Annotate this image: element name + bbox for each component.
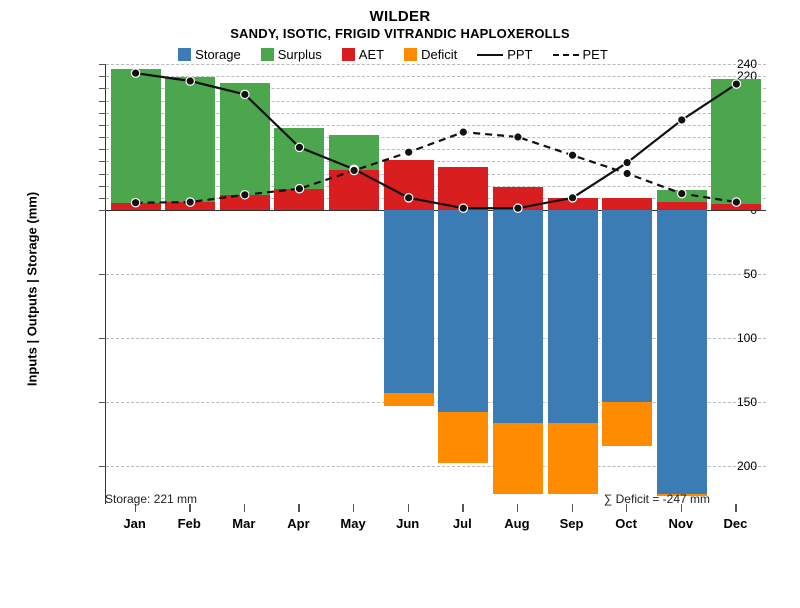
chart-title: WILDER: [0, 8, 800, 25]
pet-point-mar[interactable]: [241, 191, 249, 199]
ppt-line-icon: [477, 54, 503, 56]
ppt-point-apr[interactable]: [295, 143, 303, 151]
tick-mark-top-80: [99, 161, 106, 162]
ppt-point-sep[interactable]: [568, 194, 576, 202]
plot-inner: 2402202001801601401201008060402005010015…: [105, 64, 765, 504]
ppt-point-feb[interactable]: [186, 77, 194, 85]
month-label-feb[interactable]: Feb: [178, 516, 201, 531]
legend-label-storage: Storage: [195, 47, 241, 62]
ppt-point-jan[interactable]: [131, 69, 139, 77]
ppt-point-dec[interactable]: [732, 80, 740, 88]
tick-mark-top-120: [99, 137, 106, 138]
month-tick-sep: [572, 504, 573, 512]
tick-mark-bottom-50: [99, 274, 106, 275]
tick-mark-top-220: [99, 76, 106, 77]
legend-item-aet: AET: [342, 47, 384, 62]
month-label-jan[interactable]: Jan: [123, 516, 145, 531]
tick-mark-top-60: [99, 174, 106, 175]
aet-swatch-icon: [342, 48, 355, 61]
month-label-jun[interactable]: Jun: [396, 516, 419, 531]
pet-point-feb[interactable]: [186, 198, 194, 206]
tick-mark-top-20: [99, 198, 106, 199]
month-label-sep[interactable]: Sep: [560, 516, 584, 531]
legend: Storage Surplus AET Deficit PPT PET: [0, 47, 800, 62]
tick-mark-top-40: [99, 186, 106, 187]
ppt-point-jul[interactable]: [459, 204, 467, 212]
tick-mark-top-160: [99, 113, 106, 114]
pet-point-nov[interactable]: [678, 189, 686, 197]
month-label-mar[interactable]: Mar: [232, 516, 255, 531]
pet-line[interactable]: [136, 132, 737, 203]
pet-point-jun[interactable]: [404, 148, 412, 156]
pet-point-apr[interactable]: [295, 185, 303, 193]
legend-item-pet: PET: [553, 47, 608, 62]
legend-label-ppt: PPT: [507, 47, 532, 62]
deficit-annotation: ∑ Deficit = -247 mm: [604, 492, 710, 506]
legend-item-deficit: Deficit: [404, 47, 457, 62]
ppt-point-oct[interactable]: [623, 158, 631, 166]
surplus-swatch-icon: [261, 48, 274, 61]
month-label-may[interactable]: May: [340, 516, 365, 531]
month-tick-may: [353, 504, 354, 512]
month-label-jul[interactable]: Jul: [453, 516, 472, 531]
tick-mark-top-0: [99, 210, 106, 211]
pet-point-jul[interactable]: [459, 128, 467, 136]
pet-point-dec[interactable]: [732, 198, 740, 206]
pet-point-may[interactable]: [350, 166, 358, 174]
storage-swatch-icon: [178, 48, 191, 61]
pet-point-oct[interactable]: [623, 169, 631, 177]
month-label-dec[interactable]: Dec: [723, 516, 747, 531]
ppt-point-jun[interactable]: [404, 194, 412, 202]
pet-point-sep[interactable]: [568, 151, 576, 159]
storage-annotation: Storage: 221 mm: [105, 492, 197, 506]
month-tick-jun: [408, 504, 409, 512]
y-axis-label: Inputs | Outputs | Storage (mm): [25, 192, 40, 386]
tick-mark-bottom-100: [99, 338, 106, 339]
pet-line-icon: [553, 54, 579, 56]
month-label-apr[interactable]: Apr: [287, 516, 309, 531]
chart-subtitle: SANDY, ISOTIC, FRIGID VITRANDIC HAPLOXER…: [0, 26, 800, 41]
tick-mark-bottom-200: [99, 466, 106, 467]
ppt-point-mar[interactable]: [241, 90, 249, 98]
tick-mark-bottom-150: [99, 402, 106, 403]
month-label-nov[interactable]: Nov: [668, 516, 693, 531]
legend-item-surplus: Surplus: [261, 47, 322, 62]
legend-item-ppt: PPT: [477, 47, 532, 62]
ppt-pet-lines-svg: [106, 64, 766, 504]
month-tick-mar: [244, 504, 245, 512]
month-tick-apr: [298, 504, 299, 512]
ppt-point-nov[interactable]: [678, 116, 686, 124]
month-axis: Jan Feb Mar Apr May Jun Jul Aug Sep Oct Nov Dec: [105, 504, 765, 544]
legend-label-pet: PET: [583, 47, 608, 62]
tick-mark-top-240: [99, 64, 106, 65]
ppt-point-aug[interactable]: [514, 204, 522, 212]
plot-area: Inputs | Outputs | Storage (mm) 24022020…: [30, 64, 770, 514]
month-tick-aug: [517, 504, 518, 512]
deficit-swatch-icon: [404, 48, 417, 61]
tick-mark-top-140: [99, 125, 106, 126]
pet-point-aug[interactable]: [514, 133, 522, 141]
tick-mark-top-180: [99, 101, 106, 102]
month-tick-jul: [462, 504, 463, 512]
month-label-aug[interactable]: Aug: [504, 516, 529, 531]
tick-mark-top-100: [99, 149, 106, 150]
month-tick-dec: [735, 504, 736, 512]
legend-label-deficit: Deficit: [421, 47, 457, 62]
ppt-line[interactable]: [136, 73, 737, 208]
legend-item-storage: Storage: [178, 47, 241, 62]
legend-label-aet: AET: [359, 47, 384, 62]
tick-mark-top-200: [99, 88, 106, 89]
pet-point-jan[interactable]: [131, 199, 139, 207]
month-label-oct[interactable]: Oct: [615, 516, 637, 531]
legend-label-surplus: Surplus: [278, 47, 322, 62]
